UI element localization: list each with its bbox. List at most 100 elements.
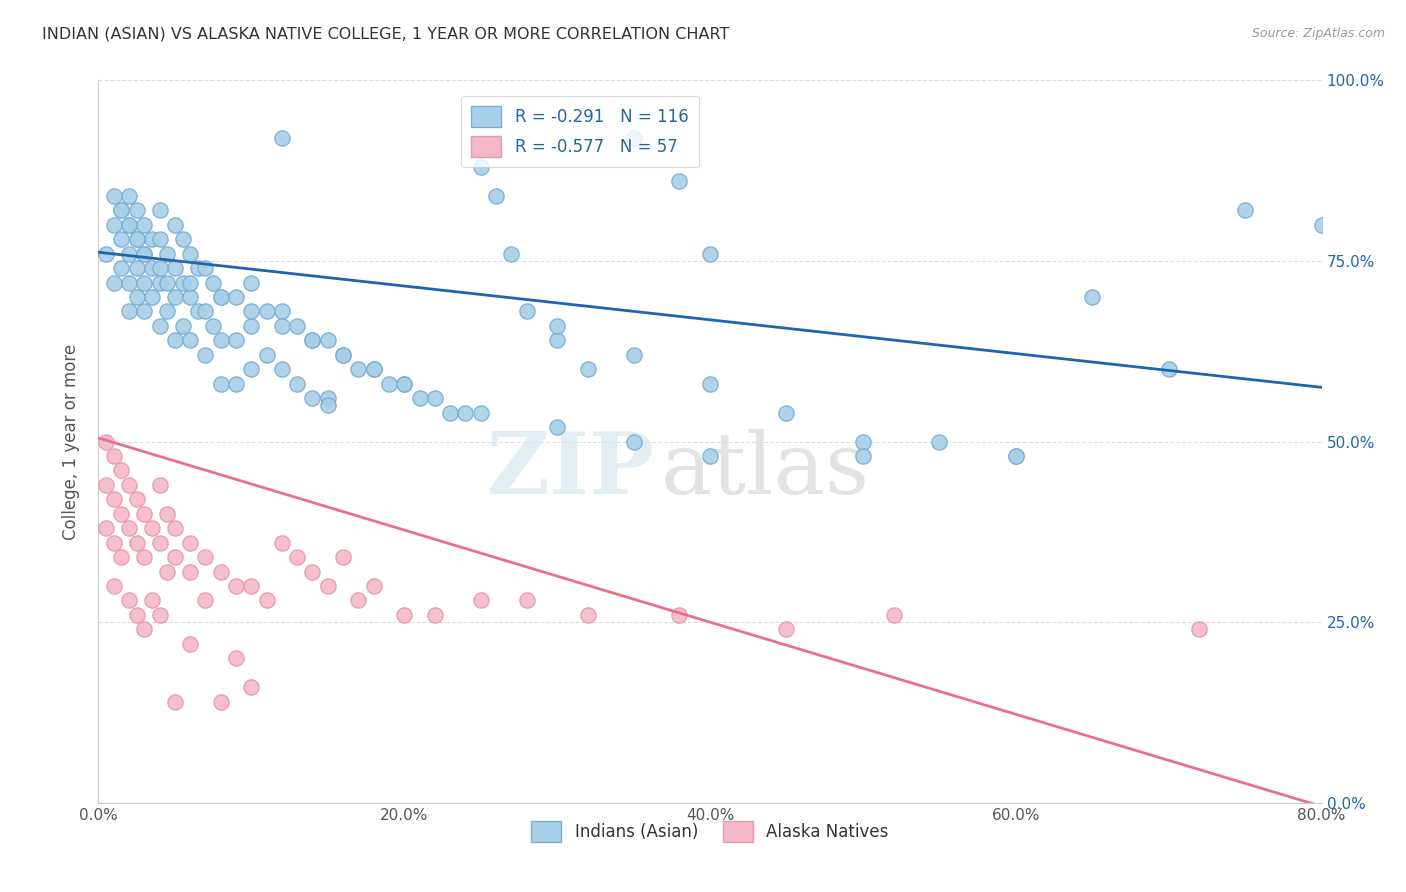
Point — [209, 290, 232, 304]
Point — [179, 535, 201, 549]
Point — [125, 261, 148, 276]
Point — [240, 304, 263, 318]
Point — [225, 290, 247, 304]
Point — [301, 391, 323, 405]
Point — [699, 246, 721, 260]
Point — [1004, 449, 1026, 463]
Point — [316, 334, 339, 348]
Point — [316, 579, 339, 593]
Point — [240, 362, 263, 376]
Point — [149, 261, 172, 276]
Point — [179, 565, 201, 579]
Point — [209, 565, 232, 579]
Point — [270, 304, 292, 318]
Point — [1004, 449, 1026, 463]
Point — [668, 174, 690, 188]
Point — [225, 579, 247, 593]
Point — [240, 579, 263, 593]
Point — [110, 550, 132, 565]
Point — [94, 521, 117, 535]
Point — [172, 232, 194, 246]
Point — [852, 449, 875, 463]
Point — [149, 478, 172, 492]
Point — [149, 607, 172, 622]
Point — [156, 246, 179, 260]
Point — [125, 607, 148, 622]
Point — [347, 593, 370, 607]
Point — [392, 376, 416, 391]
Point — [1188, 623, 1211, 637]
Point — [134, 550, 156, 565]
Point — [623, 434, 645, 449]
Point — [179, 276, 201, 290]
Point — [103, 449, 125, 463]
Point — [118, 189, 141, 203]
Point — [125, 232, 148, 246]
Point — [125, 535, 148, 549]
Point — [163, 218, 186, 232]
Point — [134, 507, 156, 521]
Point — [775, 406, 797, 420]
Point — [363, 579, 385, 593]
Point — [363, 362, 385, 376]
Point — [576, 362, 599, 376]
Point — [1157, 362, 1180, 376]
Point — [240, 680, 263, 694]
Point — [110, 463, 132, 477]
Point — [256, 593, 278, 607]
Point — [378, 376, 401, 391]
Point — [134, 623, 156, 637]
Point — [125, 203, 148, 218]
Point — [225, 334, 247, 348]
Point — [103, 535, 125, 549]
Point — [134, 276, 156, 290]
Point — [141, 261, 163, 276]
Point — [301, 565, 323, 579]
Point — [775, 623, 797, 637]
Point — [156, 565, 179, 579]
Point — [209, 290, 232, 304]
Point — [172, 276, 194, 290]
Point — [408, 391, 430, 405]
Point — [270, 362, 292, 376]
Point — [163, 521, 186, 535]
Point — [546, 334, 568, 348]
Point — [347, 362, 370, 376]
Point — [392, 607, 416, 622]
Point — [668, 607, 690, 622]
Point — [194, 593, 217, 607]
Point — [270, 131, 292, 145]
Point — [439, 406, 461, 420]
Point — [194, 550, 217, 565]
Point — [209, 695, 232, 709]
Point — [209, 334, 232, 348]
Point — [332, 348, 354, 362]
Point — [285, 318, 308, 333]
Point — [256, 348, 278, 362]
Point — [699, 376, 721, 391]
Point — [134, 246, 156, 260]
Y-axis label: College, 1 year or more: College, 1 year or more — [62, 343, 80, 540]
Point — [156, 507, 179, 521]
Point — [118, 246, 141, 260]
Point — [118, 276, 141, 290]
Point — [202, 318, 225, 333]
Point — [470, 160, 492, 174]
Point — [928, 434, 950, 449]
Point — [501, 246, 523, 260]
Point — [516, 304, 538, 318]
Point — [1310, 218, 1333, 232]
Point — [363, 362, 385, 376]
Point — [179, 246, 201, 260]
Point — [256, 304, 278, 318]
Point — [179, 637, 201, 651]
Point — [141, 232, 163, 246]
Point — [156, 304, 179, 318]
Point — [118, 478, 141, 492]
Point — [110, 507, 132, 521]
Point — [103, 189, 125, 203]
Point — [94, 434, 117, 449]
Point — [149, 535, 172, 549]
Point — [118, 304, 141, 318]
Point — [149, 318, 172, 333]
